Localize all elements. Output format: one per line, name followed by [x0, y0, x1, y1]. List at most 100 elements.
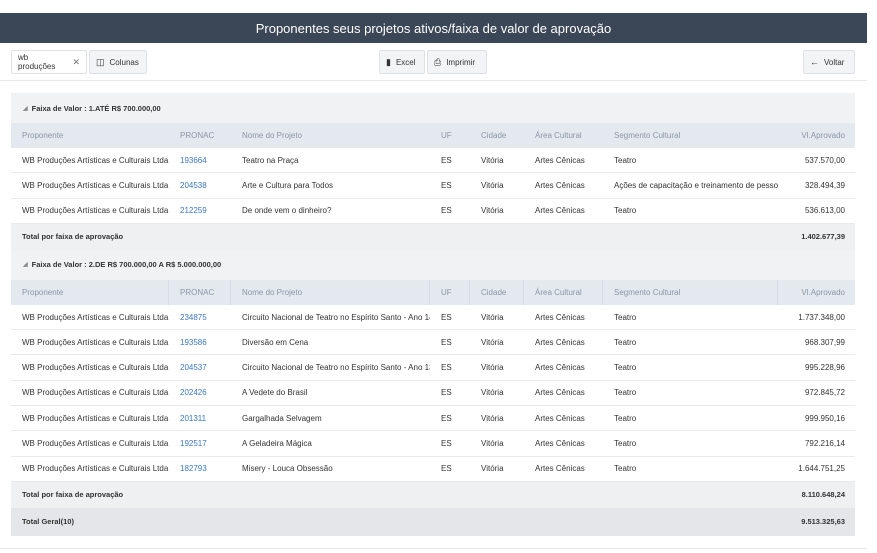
cell-pronac[interactable]: 204538	[180, 180, 207, 190]
cell-uf: ES	[441, 337, 452, 347]
cell-uf: ES	[441, 388, 452, 398]
column-header-vl-aprovado[interactable]: Vl.Aprovado	[801, 131, 845, 140]
cell-vl-aprovado: 1.737.348,00	[798, 312, 845, 322]
column-header-proponente[interactable]: Proponente	[11, 279, 169, 305]
table-row: WB Produções Artísticas e Culturais Ltda…	[11, 355, 855, 381]
cell-proponente: WB Produções Artísticas e Culturais Ltda	[22, 155, 169, 165]
cell-cidade: Vitória	[481, 206, 504, 216]
cell-segmento-cultural: Teatro	[614, 312, 637, 322]
cell-nome-projeto: Circuito Nacional de Teatro no Espírito …	[242, 312, 430, 322]
cell-area-cultural: Artes Cênicas	[535, 312, 585, 322]
page-title: Proponentes seus projetos ativos/faixa d…	[0, 13, 867, 43]
cell-uf: ES	[441, 439, 452, 449]
cell-area-cultural: Artes Cênicas	[535, 337, 585, 347]
group-total-value: 8.110.648,24	[801, 490, 845, 500]
cell-nome-projeto: De onde vem o dinheiro?	[242, 206, 332, 216]
group-label: Faixa de Valor : 2.DE R$ 700.000,00 A R$…	[31, 260, 222, 270]
cell-area-cultural: Artes Cênicas	[535, 155, 585, 165]
cell-segmento-cultural: Teatro	[614, 337, 637, 347]
caret-down-icon[interactable]: ◢	[23, 105, 28, 112]
cell-segmento-cultural: Teatro	[614, 206, 637, 216]
cell-segmento-cultural: Teatro	[614, 413, 637, 423]
column-header-nome-projeto[interactable]: Nome do Projeto	[231, 279, 430, 305]
cell-cidade: Vitória	[481, 180, 504, 190]
cell-uf: ES	[441, 312, 452, 322]
cell-cidade: Vitória	[481, 388, 504, 398]
cell-vl-aprovado: 999.950,16	[804, 413, 845, 423]
cell-segmento-cultural: Teatro	[614, 388, 637, 398]
caret-down-icon[interactable]: ◢	[23, 262, 28, 269]
cell-uf: ES	[441, 155, 452, 165]
cell-nome-projeto: Arte e Cultura para Todos	[242, 180, 334, 190]
columns-button-label: Colunas	[109, 57, 139, 67]
column-header-pronac[interactable]: PRONAC	[180, 131, 215, 140]
cell-proponente: WB Produções Artísticas e Culturais Ltda	[22, 312, 169, 322]
search-filter-chip[interactable]: wb produções ✕	[11, 50, 87, 74]
grand-total-label: Total Geral(10)	[22, 517, 74, 527]
cell-area-cultural: Artes Cênicas	[535, 180, 585, 190]
cell-pronac[interactable]: 201311	[180, 413, 207, 423]
table-row: WB Produções Artísticas e Culturais Ltda…	[11, 380, 855, 407]
back-button-label: Voltar	[824, 57, 845, 67]
cell-vl-aprovado: 792.216,14	[804, 439, 845, 449]
column-header-cidade[interactable]: Cidade	[470, 279, 524, 305]
cell-pronac[interactable]: 202426	[180, 388, 207, 398]
cell-uf: ES	[441, 413, 452, 423]
cell-vl-aprovado: 968.307,99	[804, 337, 845, 347]
back-button[interactable]: ← Voltar	[803, 50, 855, 74]
cell-proponente: WB Produções Artísticas e Culturais Ltda	[22, 206, 169, 216]
cell-cidade: Vitória	[481, 413, 504, 423]
column-header-segmento-cultural[interactable]: Segmento Cultural	[614, 131, 681, 140]
cell-pronac[interactable]: 193586	[180, 337, 207, 347]
print-button[interactable]: ⎙ Imprimir	[427, 50, 487, 74]
cell-proponente: WB Produções Artísticas e Culturais Ltda	[22, 439, 169, 449]
grand-total-row: Total Geral(10) 9.513.325,63	[11, 507, 855, 536]
cell-nome-projeto: Teatro na Praça	[242, 155, 299, 165]
column-header-vl-aprovado[interactable]: Vl.Aprovado	[801, 287, 845, 297]
cell-nome-projeto: A Geladeira Mágica	[242, 439, 312, 449]
cell-pronac[interactable]: 234875	[180, 312, 207, 322]
cell-cidade: Vitória	[481, 337, 504, 347]
cell-vl-aprovado: 972.845,72	[804, 388, 845, 398]
group-header[interactable]: ◢ Faixa de Valor : 1.ATÉ R$ 700.000,00	[11, 93, 855, 123]
cell-nome-projeto: Gargalhada Selvagem	[242, 413, 322, 423]
cell-uf: ES	[441, 180, 452, 190]
excel-button[interactable]: ▮ Excel	[379, 50, 425, 74]
column-header-segmento-cultural[interactable]: Segmento Cultural	[603, 279, 778, 305]
cell-proponente: WB Produções Artísticas e Culturais Ltda	[22, 363, 169, 373]
cell-nome-projeto: A Vedete do Brasil	[242, 388, 308, 398]
close-icon[interactable]: ✕	[72, 56, 80, 67]
column-header-nome-projeto[interactable]: Nome do Projeto	[242, 131, 303, 140]
cell-pronac[interactable]: 204537	[180, 363, 207, 373]
cell-cidade: Vitória	[481, 312, 504, 322]
cell-cidade: Vitória	[481, 439, 504, 449]
cell-vl-aprovado: 995.228,96	[804, 363, 845, 373]
cell-vl-aprovado: 1.644.751,25	[798, 464, 845, 474]
column-header-pronac[interactable]: PRONAC	[169, 279, 231, 305]
column-header-area-cultural[interactable]: Área Cultural	[535, 131, 582, 140]
cell-segmento-cultural: Ações de capacitação e treinamento de pe…	[614, 180, 778, 190]
cell-pronac[interactable]: 192517	[180, 439, 207, 449]
cell-segmento-cultural: Teatro	[614, 464, 637, 474]
column-header-uf[interactable]: UF	[441, 131, 452, 140]
column-header-proponente[interactable]: Proponente	[22, 131, 64, 140]
columns-button[interactable]: ◫ Colunas	[89, 50, 147, 74]
group-header[interactable]: ◢ Faixa de Valor : 2.DE R$ 700.000,00 A R…	[11, 249, 855, 280]
print-button-label: Imprimir	[446, 57, 476, 67]
cell-uf: ES	[441, 464, 452, 474]
printer-icon: ⎙	[434, 56, 442, 67]
table-row: WB Produções Artísticas e Culturais Ltda…	[11, 330, 855, 356]
cell-nome-projeto: Diversão em Cena	[242, 337, 309, 347]
column-header-area-cultural[interactable]: Área Cultural	[524, 279, 603, 305]
group-total-row: Total por faixa de aprovação 8.110.648,24	[11, 481, 855, 508]
cell-pronac[interactable]: 182793	[180, 464, 207, 474]
column-header-cidade[interactable]: Cidade	[481, 131, 507, 140]
toolbar: wb produções ✕ ◫ Colunas ▮ Excel ⎙ Impri…	[0, 43, 867, 81]
column-header-uf[interactable]: UF	[430, 279, 470, 305]
cell-pronac[interactable]: 212259	[180, 206, 207, 216]
cell-area-cultural: Artes Cênicas	[535, 206, 585, 216]
cell-nome-projeto: Circuito Nacional de Teatro no Espírito …	[242, 363, 430, 373]
data-grid: ◢ Faixa de Valor : 1.ATÉ R$ 700.000,00 Pro…	[11, 93, 855, 536]
cell-pronac[interactable]: 193664	[180, 155, 207, 165]
group-label: Faixa de Valor : 1.ATÉ R$ 700.000,00	[31, 103, 161, 113]
